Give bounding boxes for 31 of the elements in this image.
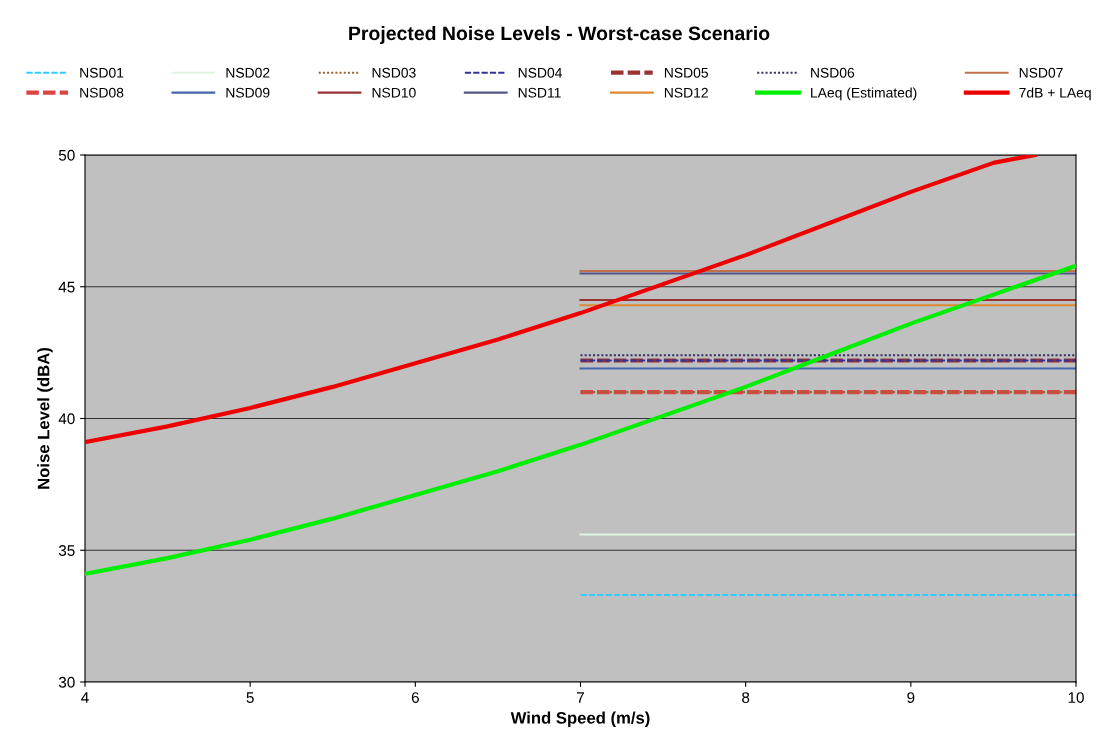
y-tick-label: 40 [58, 413, 75, 425]
legend-label: LAeq (Estimated) [811, 87, 917, 101]
x-tick-label: 5 [246, 692, 254, 703]
y-axis-title: Noise Level (dBA) [37, 348, 53, 489]
y-tick-label: 35 [58, 545, 75, 556]
x-axis-title: Wind Speed (m/s) [510, 711, 650, 728]
y-tick-label: 50 [58, 149, 75, 161]
legend-label: NSD12 [664, 87, 708, 98]
x-tick-label: 9 [907, 692, 915, 703]
legend-label: NSD10 [372, 87, 416, 98]
legend-label: NSD07 [1019, 67, 1063, 78]
y-tick-label: 45 [58, 281, 75, 293]
legend-label: NSD03 [372, 67, 416, 78]
line-series [85, 263, 1076, 577]
legend-label: NSD05 [664, 67, 708, 78]
legend-label: NSD08 [80, 87, 124, 98]
x-tick-label: 6 [411, 692, 419, 703]
legend-label: NSD02 [226, 67, 270, 78]
legend-label: NSD11 [518, 87, 561, 98]
legend-label: 7dB + LAeq [1019, 87, 1091, 101]
x-tick-label: 4 [81, 692, 89, 703]
chart-title: Projected Noise Levels - Worst-case Scenario [349, 25, 770, 45]
legend-label: NSD09 [226, 87, 270, 98]
x-tick-label: 8 [742, 692, 750, 703]
line-series [85, 155, 1037, 445]
legend-label: NSD01 [80, 67, 124, 78]
x-tick-label: 10 [1068, 692, 1084, 703]
x-tick-label: 7 [577, 692, 584, 703]
legend-label: NSD06 [811, 67, 855, 78]
y-tick-label: 30 [58, 676, 75, 688]
legend-label: NSD04 [518, 67, 563, 78]
